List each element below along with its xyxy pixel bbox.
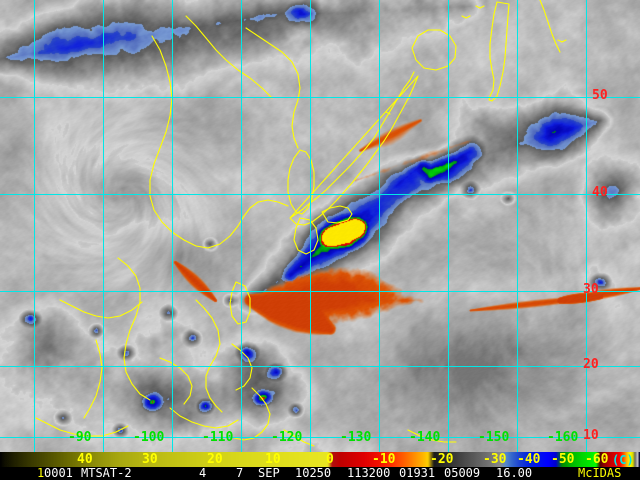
grid-meridian-8 bbox=[586, 0, 587, 452]
visayas-outline bbox=[231, 343, 253, 391]
kuril-island-b bbox=[475, 5, 485, 9]
longitude-label-neg130: -130 bbox=[340, 430, 372, 445]
kyushu-outline bbox=[293, 217, 319, 255]
colorbar-tick-10: 10 bbox=[265, 452, 281, 467]
shikoku-outline bbox=[321, 205, 353, 224]
status-station-id: 0001 bbox=[44, 466, 73, 480]
grid-meridian-1 bbox=[103, 0, 104, 452]
grid-meridian-2 bbox=[172, 0, 173, 452]
status-month: SEP bbox=[258, 466, 280, 480]
colorbar-tick-neg10: -10 bbox=[372, 452, 396, 467]
borneo-north-coast bbox=[169, 407, 239, 429]
colorbar-tick-30: 30 bbox=[142, 452, 158, 467]
satellite-image-panel[interactable]: 50 40 30 20 10 -90 -100 -110 -120 -130 -140 -150 -16… bbox=[0, 0, 640, 452]
latitude-label-40: 40 bbox=[592, 185, 608, 200]
colorbar-unit-label: (C) bbox=[612, 453, 634, 467]
status-day: 7 bbox=[236, 466, 244, 480]
status-software-brand: McIDAS bbox=[578, 466, 622, 480]
colorbar-tick-neg40: -40 bbox=[517, 452, 541, 467]
colorbar-tick-0: 0 bbox=[326, 452, 334, 467]
longitude-label-neg150: -150 bbox=[478, 430, 510, 445]
longitude-label-neg90: -90 bbox=[68, 430, 92, 445]
hokkaido-outline bbox=[411, 29, 457, 71]
china-east-coast bbox=[149, 35, 289, 249]
kuril-island-a bbox=[461, 15, 471, 19]
korea-outline bbox=[287, 149, 315, 215]
latitude-label-30: 30 bbox=[583, 282, 599, 297]
indochina-coast bbox=[117, 257, 151, 401]
colorbar-tick-40: 40 bbox=[77, 452, 93, 467]
sado-island bbox=[385, 111, 391, 115]
taiwan-outline bbox=[229, 281, 251, 325]
latitude-label-50: 50 bbox=[592, 88, 608, 103]
status-julian-date: 10250 bbox=[295, 466, 332, 480]
colorbar-gradient bbox=[0, 452, 640, 467]
status-band-number: 4 bbox=[199, 466, 207, 480]
longitude-label-neg120: -120 bbox=[271, 430, 303, 445]
grid-meridian-3 bbox=[241, 0, 242, 452]
enhancement-colorbar[interactable]: 40 30 20 10 0 -10 -20 -30 -40 -50 -60 (C) bbox=[0, 452, 640, 467]
mindanao-outline bbox=[233, 387, 271, 441]
grid-parallel-4 bbox=[0, 437, 640, 438]
luzon-outline bbox=[195, 299, 223, 413]
longitude-label-neg100: -100 bbox=[133, 430, 165, 445]
status-field-a: 01931 bbox=[399, 466, 436, 480]
colorbar-tick-20: 20 bbox=[207, 452, 223, 467]
longitude-label-neg110: -110 bbox=[202, 430, 234, 445]
grid-meridian-0 bbox=[34, 0, 35, 452]
mainland-sea-coast bbox=[59, 299, 143, 319]
grid-parallel-0 bbox=[0, 97, 640, 98]
sulawesi-coast bbox=[283, 429, 315, 447]
grid-meridian-4 bbox=[310, 0, 311, 452]
colorbar-tick-neg30: -30 bbox=[483, 452, 507, 467]
latitude-label-20: 20 bbox=[583, 357, 599, 372]
china-border-north bbox=[185, 15, 273, 99]
grid-parallel-3 bbox=[0, 366, 640, 367]
satellite-infrared-image[interactable] bbox=[0, 0, 640, 452]
latitude-label-10: 10 bbox=[583, 428, 599, 443]
grid-parallel-2 bbox=[0, 291, 640, 292]
status-bar: 1 0001 MTSAT-2 4 7 SEP 10250 113200 0193… bbox=[0, 467, 640, 480]
kamchatka-coast bbox=[539, 0, 561, 53]
longitude-label-neg140: -140 bbox=[409, 430, 441, 445]
colorbar-tick-neg60: -60 bbox=[585, 452, 609, 467]
grid-meridian-7 bbox=[517, 0, 518, 452]
status-field-b: 05009 bbox=[444, 466, 481, 480]
longitude-label-neg160: -160 bbox=[547, 430, 579, 445]
status-resolution: 16.00 bbox=[496, 466, 533, 480]
grid-meridian-6 bbox=[448, 0, 449, 452]
palawan-outline bbox=[159, 357, 193, 405]
status-time-utc: 113200 bbox=[347, 466, 391, 480]
malay-peninsula bbox=[83, 339, 103, 419]
ne-china-border bbox=[245, 27, 301, 149]
coastline-vector-overlay bbox=[35, 0, 567, 447]
aleutian-island bbox=[557, 39, 567, 43]
sumatra-coast bbox=[35, 417, 129, 437]
grid-meridian-5 bbox=[379, 0, 380, 452]
status-frame-number: 1 bbox=[37, 466, 45, 480]
colorbar-tick-neg50: -50 bbox=[551, 452, 575, 467]
sakhalin-outline bbox=[488, 1, 510, 102]
grid-parallel-1 bbox=[0, 194, 640, 195]
status-satellite-name: MTSAT-2 bbox=[81, 466, 132, 480]
colorbar-tick-neg20: -20 bbox=[430, 452, 454, 467]
